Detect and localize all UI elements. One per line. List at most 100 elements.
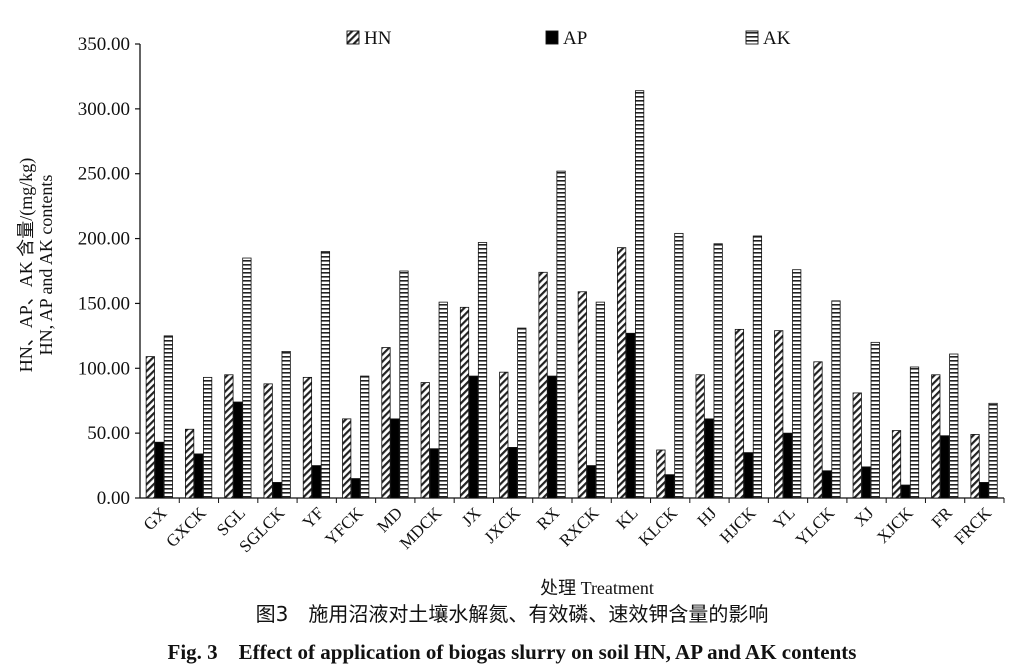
x-tick-label: RX	[533, 503, 563, 533]
bars-group	[145, 90, 998, 499]
x-tick-label: YFCK	[321, 503, 367, 549]
bar-ak-sgl	[242, 257, 252, 499]
y-tick-label: 0.00	[97, 488, 130, 509]
bar-ak-ylck	[831, 300, 841, 499]
bar-ak-rxck	[595, 301, 605, 499]
bar-ap-klck	[665, 474, 675, 499]
bar-ap-jxck	[508, 447, 518, 499]
bar-hn-xjck	[891, 430, 902, 499]
x-tick-label: HJCK	[716, 503, 760, 547]
y-axis-label-cn: HN、AP、AK 含量/(mg/kg)	[16, 158, 37, 373]
bar-ap-md	[390, 418, 400, 499]
bar-ak-xj	[870, 341, 880, 499]
legend-swatch-ak	[745, 30, 759, 45]
bar-ap-rxck	[586, 465, 596, 499]
legend-swatch-ap	[545, 30, 559, 45]
bar-ap-frck	[979, 482, 989, 499]
bar-ap-gx	[154, 441, 164, 499]
y-axis-label-en: HN, AP and AK contents	[36, 175, 56, 356]
x-tick-label: GX	[140, 503, 171, 534]
bar-chart: 0.00 50.00 100.00 150.00 200.00 250.00 300.00 3…	[16, 28, 1005, 598]
x-tick-label: YLCK	[792, 503, 839, 550]
bar-hn-yf	[302, 376, 313, 499]
x-tick-label: GXCK	[162, 503, 210, 551]
bar-hn-ylck	[813, 361, 823, 499]
bar-hn-kl	[617, 247, 627, 499]
x-tick-label: YF	[299, 503, 328, 532]
bar-hn-gx	[145, 356, 155, 499]
bar-hn-jx	[459, 306, 470, 499]
legend: HN AP AK	[346, 28, 791, 49]
bar-ap-sglck	[272, 482, 282, 499]
x-tick-label: HJ	[693, 503, 720, 530]
bar-ap-kl	[626, 332, 636, 499]
y-tick-label: 350.00	[78, 34, 130, 55]
bar-hn-sgl	[224, 374, 234, 499]
legend-label-ak: AK	[763, 28, 791, 49]
y-tick-label: 250.00	[78, 164, 130, 185]
bar-hn-rx	[538, 271, 548, 499]
figure-caption-cn: 图3 施用沼液对土壤水解氮、有效磷、速效钾含量的影响	[255, 602, 769, 626]
y-tick-label: 150.00	[78, 293, 130, 314]
bar-hn-frck	[970, 434, 980, 499]
bar-ap-yl	[783, 432, 793, 499]
bar-ap-sgl	[233, 401, 243, 499]
legend-swatch-hn	[346, 30, 360, 45]
bar-ak-yl	[792, 269, 802, 499]
bar-ak-sglck	[281, 351, 291, 499]
x-tick-label: XJ	[851, 503, 878, 530]
bar-ak-kl	[635, 90, 645, 499]
bar-ak-frck	[988, 402, 998, 499]
x-tick-label: RXCK	[556, 503, 603, 550]
bar-hn-hj	[695, 374, 705, 499]
y-tick-label: 50.00	[87, 423, 130, 444]
bar-ak-rx	[556, 170, 566, 499]
bar-ap-xj	[861, 466, 871, 499]
bar-hn-md	[381, 347, 391, 499]
x-tick-label: MDCK	[396, 503, 446, 553]
x-tick-label: JXCK	[480, 503, 524, 547]
axis-labels: HN、AP、AK 含量/(mg/kg) HN, AP and AK conten…	[16, 158, 654, 598]
bar-ak-gx	[163, 335, 173, 499]
bar-ap-ylck	[822, 470, 832, 499]
legend-label-hn: HN	[364, 28, 392, 49]
bar-hn-jxck	[499, 371, 509, 499]
bar-ap-xjck	[900, 484, 911, 499]
bar-hn-yl	[774, 330, 784, 499]
bar-ak-xjck	[909, 366, 920, 499]
figure-caption-en: Fig. 3 Effect of application of biogas s…	[167, 640, 857, 664]
x-tick-label: MD	[373, 503, 406, 536]
x-tick-label: SGLCK	[235, 503, 288, 556]
legend-label-ap: AP	[563, 28, 587, 49]
bar-ak-jxck	[517, 327, 527, 499]
x-tick-label: XJCK	[873, 503, 917, 547]
bar-ak-fr	[949, 353, 959, 499]
x-tick-label: JX	[458, 503, 485, 530]
bar-ap-mdck	[429, 448, 439, 499]
bar-ap-hj	[704, 418, 714, 499]
y-tick-label: 100.00	[78, 358, 130, 379]
x-tick-label: FR	[928, 503, 957, 532]
bar-ap-hjck	[743, 452, 754, 499]
bar-hn-sglck	[263, 383, 273, 499]
bar-ak-mdck	[438, 301, 448, 499]
bar-ak-hjck	[752, 235, 763, 499]
bar-hn-hjck	[734, 328, 745, 499]
bar-ap-gxck	[194, 453, 204, 499]
x-tick-label: KLCK	[635, 503, 682, 550]
bar-ak-jx	[477, 242, 488, 499]
y-tick-label: 200.00	[78, 229, 130, 250]
bar-hn-klck	[656, 449, 666, 499]
bar-hn-mdck	[420, 382, 430, 499]
y-tick-label: 300.00	[78, 99, 130, 120]
bar-ap-jx	[468, 375, 479, 499]
bar-ak-yf	[320, 251, 331, 499]
bar-ak-yfck	[360, 375, 370, 499]
bar-hn-rxck	[577, 291, 587, 499]
bar-hn-xj	[852, 392, 862, 499]
bar-ak-hj	[713, 243, 723, 499]
bar-ap-yf	[311, 465, 322, 499]
bar-ak-gxck	[203, 376, 213, 499]
bar-ap-fr	[940, 435, 950, 499]
